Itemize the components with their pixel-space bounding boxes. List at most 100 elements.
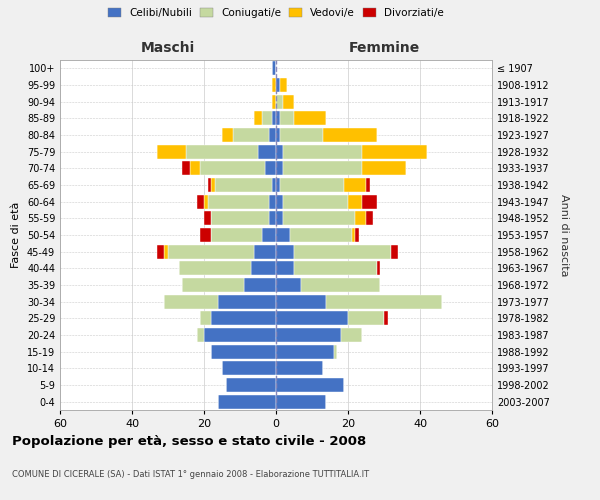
Bar bbox=[265, 162, 276, 175]
Bar bbox=[272, 78, 276, 92]
Bar bbox=[280, 78, 287, 92]
Bar bbox=[272, 112, 276, 126]
Bar bbox=[276, 361, 323, 376]
Bar bbox=[276, 228, 290, 242]
Bar bbox=[352, 228, 355, 242]
Bar bbox=[233, 128, 269, 142]
Bar bbox=[276, 278, 301, 292]
Bar bbox=[262, 228, 276, 242]
Bar bbox=[211, 311, 276, 326]
Bar bbox=[197, 328, 204, 342]
Bar bbox=[269, 194, 276, 209]
Bar bbox=[182, 278, 244, 292]
Bar bbox=[179, 261, 251, 276]
Bar bbox=[190, 162, 200, 175]
Bar bbox=[362, 194, 377, 209]
Bar bbox=[272, 178, 276, 192]
Bar bbox=[272, 62, 276, 76]
Bar bbox=[294, 244, 391, 259]
Bar bbox=[276, 144, 283, 159]
Y-axis label: Fasce di età: Fasce di età bbox=[11, 202, 21, 268]
Text: COMUNE DI CICERALE (SA) - Dati ISTAT 1° gennaio 2008 - Elaborazione TUTTITALIA.I: COMUNE DI CICERALE (SA) - Dati ISTAT 1° … bbox=[12, 470, 369, 479]
Bar bbox=[211, 178, 215, 192]
Bar bbox=[276, 94, 283, 109]
Bar bbox=[348, 311, 384, 326]
Bar bbox=[377, 261, 380, 276]
Bar bbox=[283, 194, 348, 209]
Bar bbox=[211, 228, 262, 242]
Bar bbox=[294, 112, 326, 126]
Bar bbox=[384, 311, 388, 326]
Bar bbox=[215, 178, 272, 192]
Bar bbox=[344, 178, 366, 192]
Bar bbox=[164, 244, 168, 259]
Text: Popolazione per età, sesso e stato civile - 2008: Popolazione per età, sesso e stato civil… bbox=[12, 435, 366, 448]
Bar bbox=[276, 261, 294, 276]
Bar bbox=[391, 244, 398, 259]
Bar bbox=[168, 244, 254, 259]
Bar bbox=[208, 194, 269, 209]
Text: Femmine: Femmine bbox=[349, 41, 419, 55]
Bar bbox=[280, 178, 344, 192]
Bar bbox=[355, 228, 359, 242]
Bar bbox=[280, 128, 323, 142]
Bar bbox=[276, 194, 283, 209]
Bar bbox=[204, 194, 208, 209]
Bar bbox=[276, 311, 348, 326]
Bar bbox=[355, 211, 366, 226]
Y-axis label: Anni di nascita: Anni di nascita bbox=[559, 194, 569, 276]
Bar bbox=[204, 328, 276, 342]
Bar bbox=[276, 328, 341, 342]
Bar bbox=[200, 311, 211, 326]
Bar bbox=[334, 344, 337, 359]
Bar bbox=[276, 162, 283, 175]
Bar bbox=[269, 128, 276, 142]
Bar bbox=[211, 211, 269, 226]
Bar bbox=[157, 244, 164, 259]
Bar bbox=[348, 194, 362, 209]
Text: Maschi: Maschi bbox=[141, 41, 195, 55]
Bar bbox=[164, 294, 218, 308]
Bar bbox=[366, 178, 370, 192]
Bar bbox=[280, 112, 294, 126]
Bar bbox=[276, 378, 344, 392]
Bar bbox=[262, 112, 272, 126]
Bar bbox=[283, 211, 355, 226]
Bar bbox=[197, 194, 204, 209]
Bar bbox=[222, 361, 276, 376]
Bar bbox=[211, 344, 276, 359]
Bar bbox=[276, 211, 283, 226]
Bar bbox=[269, 211, 276, 226]
Bar bbox=[276, 294, 326, 308]
Bar bbox=[276, 244, 294, 259]
Bar bbox=[283, 162, 362, 175]
Bar bbox=[200, 162, 265, 175]
Bar bbox=[200, 228, 211, 242]
Bar bbox=[157, 144, 186, 159]
Bar bbox=[290, 228, 352, 242]
Bar bbox=[244, 278, 276, 292]
Bar bbox=[276, 112, 280, 126]
Bar bbox=[362, 162, 406, 175]
Bar bbox=[276, 78, 280, 92]
Bar bbox=[283, 94, 294, 109]
Bar bbox=[276, 394, 326, 409]
Bar bbox=[276, 178, 280, 192]
Bar bbox=[294, 261, 377, 276]
Bar bbox=[218, 394, 276, 409]
Bar bbox=[341, 328, 362, 342]
Bar bbox=[186, 144, 258, 159]
Bar bbox=[272, 94, 276, 109]
Bar bbox=[366, 211, 373, 226]
Bar bbox=[276, 344, 334, 359]
Bar bbox=[276, 128, 280, 142]
Bar bbox=[226, 378, 276, 392]
Bar bbox=[254, 112, 262, 126]
Bar bbox=[258, 144, 276, 159]
Bar bbox=[218, 294, 276, 308]
Bar bbox=[301, 278, 380, 292]
Bar bbox=[362, 144, 427, 159]
Legend: Celibi/Nubili, Coniugati/e, Vedovi/e, Divorziati/e: Celibi/Nubili, Coniugati/e, Vedovi/e, Di… bbox=[105, 5, 447, 21]
Bar bbox=[326, 294, 442, 308]
Bar bbox=[251, 261, 276, 276]
